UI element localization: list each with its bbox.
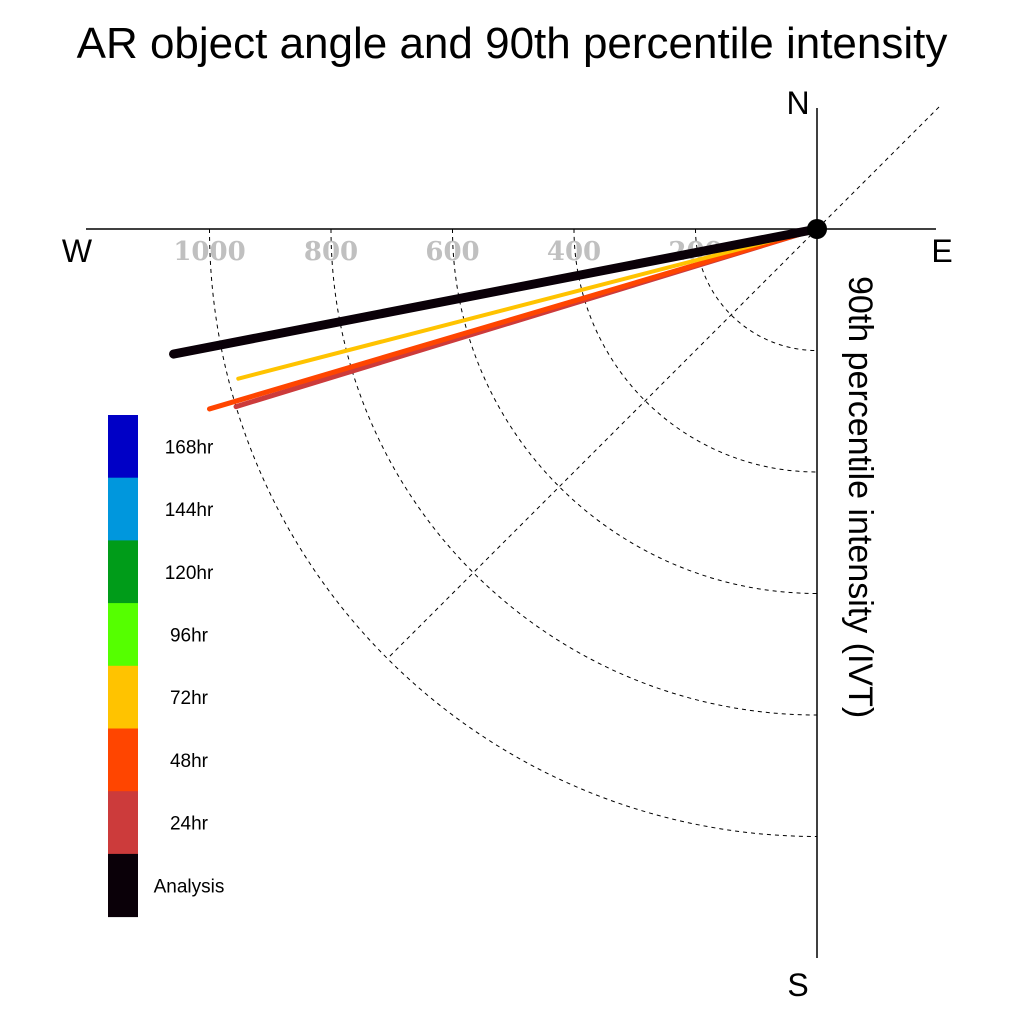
vector-analysis xyxy=(169,224,822,359)
diagonal-sw xyxy=(387,228,818,659)
legend-label-120hr: 120hr xyxy=(165,563,214,584)
origin-dot xyxy=(807,219,827,239)
tick-label-800: 800 xyxy=(304,237,358,267)
vector-lines xyxy=(169,224,822,412)
radial-tick-labels: 2004006008001000 xyxy=(173,237,722,267)
legend-label-24hr: 24hr xyxy=(170,814,209,835)
legend-label-48hr: 48hr xyxy=(170,751,209,772)
west-label: W xyxy=(62,233,93,269)
tick-label-1000: 1000 xyxy=(173,237,245,267)
legend-swatch-96hr xyxy=(108,603,138,667)
vector-48hr xyxy=(206,226,820,412)
vector-72hr xyxy=(236,227,819,381)
legend-swatch-analysis xyxy=(108,853,138,918)
legend-swatch-120hr xyxy=(108,540,138,604)
y-axis-label: 90th percentile intensity (IVT) xyxy=(841,276,879,718)
legend-swatch-72hr xyxy=(108,665,138,729)
legend-swatch-24hr xyxy=(108,791,138,855)
legend-label-144hr: 144hr xyxy=(165,500,214,521)
diagonal-guides xyxy=(387,106,940,659)
ring-1000 xyxy=(209,228,818,837)
legend-label-72hr: 72hr xyxy=(170,688,209,709)
south-label: S xyxy=(787,967,808,1003)
legend-label-96hr: 96hr xyxy=(170,625,209,646)
ring-800 xyxy=(330,228,818,716)
legend-swatch-48hr xyxy=(108,728,138,792)
tick-label-400: 400 xyxy=(547,237,601,267)
tick-label-600: 600 xyxy=(425,237,479,267)
north-label: N xyxy=(786,85,809,121)
diagonal-ne xyxy=(816,106,940,230)
legend-label-168hr: 168hr xyxy=(165,437,214,458)
chart-title: AR object angle and 90th percentile inte… xyxy=(77,19,948,68)
east-label: E xyxy=(931,233,952,269)
legend-label-analysis: Analysis xyxy=(154,876,225,897)
legend: 168hr 144hr 120hr 96hr 72hr 48hr 24hr Analysis xyxy=(108,415,225,918)
legend-swatch-168hr xyxy=(108,415,138,479)
legend-swatch-144hr xyxy=(108,477,138,541)
